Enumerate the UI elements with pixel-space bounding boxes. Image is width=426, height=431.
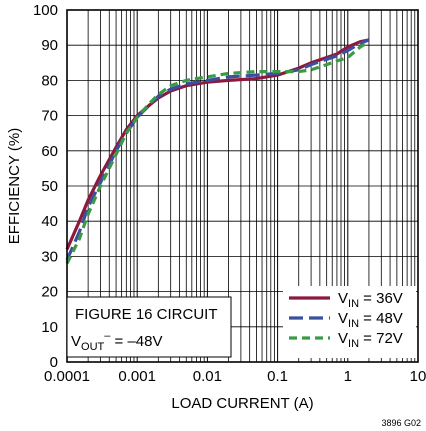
y-tick-labels: 0 10 20 30 40 50 60 70 80 90 100 bbox=[33, 2, 58, 371]
figure-code: 3896 G02 bbox=[381, 418, 421, 428]
plot-frame bbox=[66, 9, 419, 363]
y-tick-label: 20 bbox=[41, 284, 58, 301]
series-lines bbox=[65, 38, 370, 265]
vout-symbol: V bbox=[71, 333, 81, 350]
x-axis-label: LOAD CURRENT (A) bbox=[171, 395, 313, 412]
annotation-line-2: VOUT– = –48V bbox=[71, 330, 163, 353]
y-tick-label: 0 bbox=[50, 354, 58, 371]
y-tick-label: 70 bbox=[41, 108, 58, 125]
y-tick-label: 10 bbox=[41, 319, 58, 336]
x-tick-label: 10 bbox=[410, 368, 426, 385]
series-line-3 bbox=[65, 40, 370, 265]
vout-value: = –48V bbox=[110, 333, 162, 350]
vout-superscript: – bbox=[104, 330, 111, 342]
y-tick-label: 90 bbox=[41, 37, 58, 54]
x-tick-label: 0.001 bbox=[118, 368, 156, 385]
y-tick-label: 80 bbox=[41, 72, 58, 89]
x-tick-label: 0.0001 bbox=[44, 368, 90, 385]
x-tick-label: 1 bbox=[344, 368, 352, 385]
series-line-2 bbox=[65, 38, 370, 261]
y-tick-label: 30 bbox=[41, 248, 58, 265]
x-tick-labels: 0.0001 0.001 0.01 0.1 1 10 bbox=[44, 368, 426, 385]
y-tick-label: 60 bbox=[41, 143, 58, 160]
circuit-annotation: FIGURE 16 CIRCUIT VOUT– = –48V bbox=[66, 296, 232, 358]
legend-label-1: VIN = 36V bbox=[338, 290, 403, 310]
y-tick-label: 100 bbox=[33, 2, 58, 19]
vout-subscript: OUT bbox=[81, 341, 105, 353]
x-tick-label: 0.1 bbox=[267, 368, 288, 385]
y-tick-label: 50 bbox=[41, 178, 58, 195]
legend-label-2: VIN = 48V bbox=[338, 310, 403, 330]
y-tick-label: 40 bbox=[41, 213, 58, 230]
y-axis-label: EFFICIENCY (%) bbox=[6, 128, 23, 244]
series-line-1 bbox=[65, 38, 370, 251]
annotation-box bbox=[66, 296, 232, 358]
legend-label-3: VIN = 72V bbox=[338, 330, 403, 350]
annotation-line-1: FIGURE 16 CIRCUIT bbox=[75, 306, 218, 323]
x-tick-label: 0.01 bbox=[193, 368, 222, 385]
